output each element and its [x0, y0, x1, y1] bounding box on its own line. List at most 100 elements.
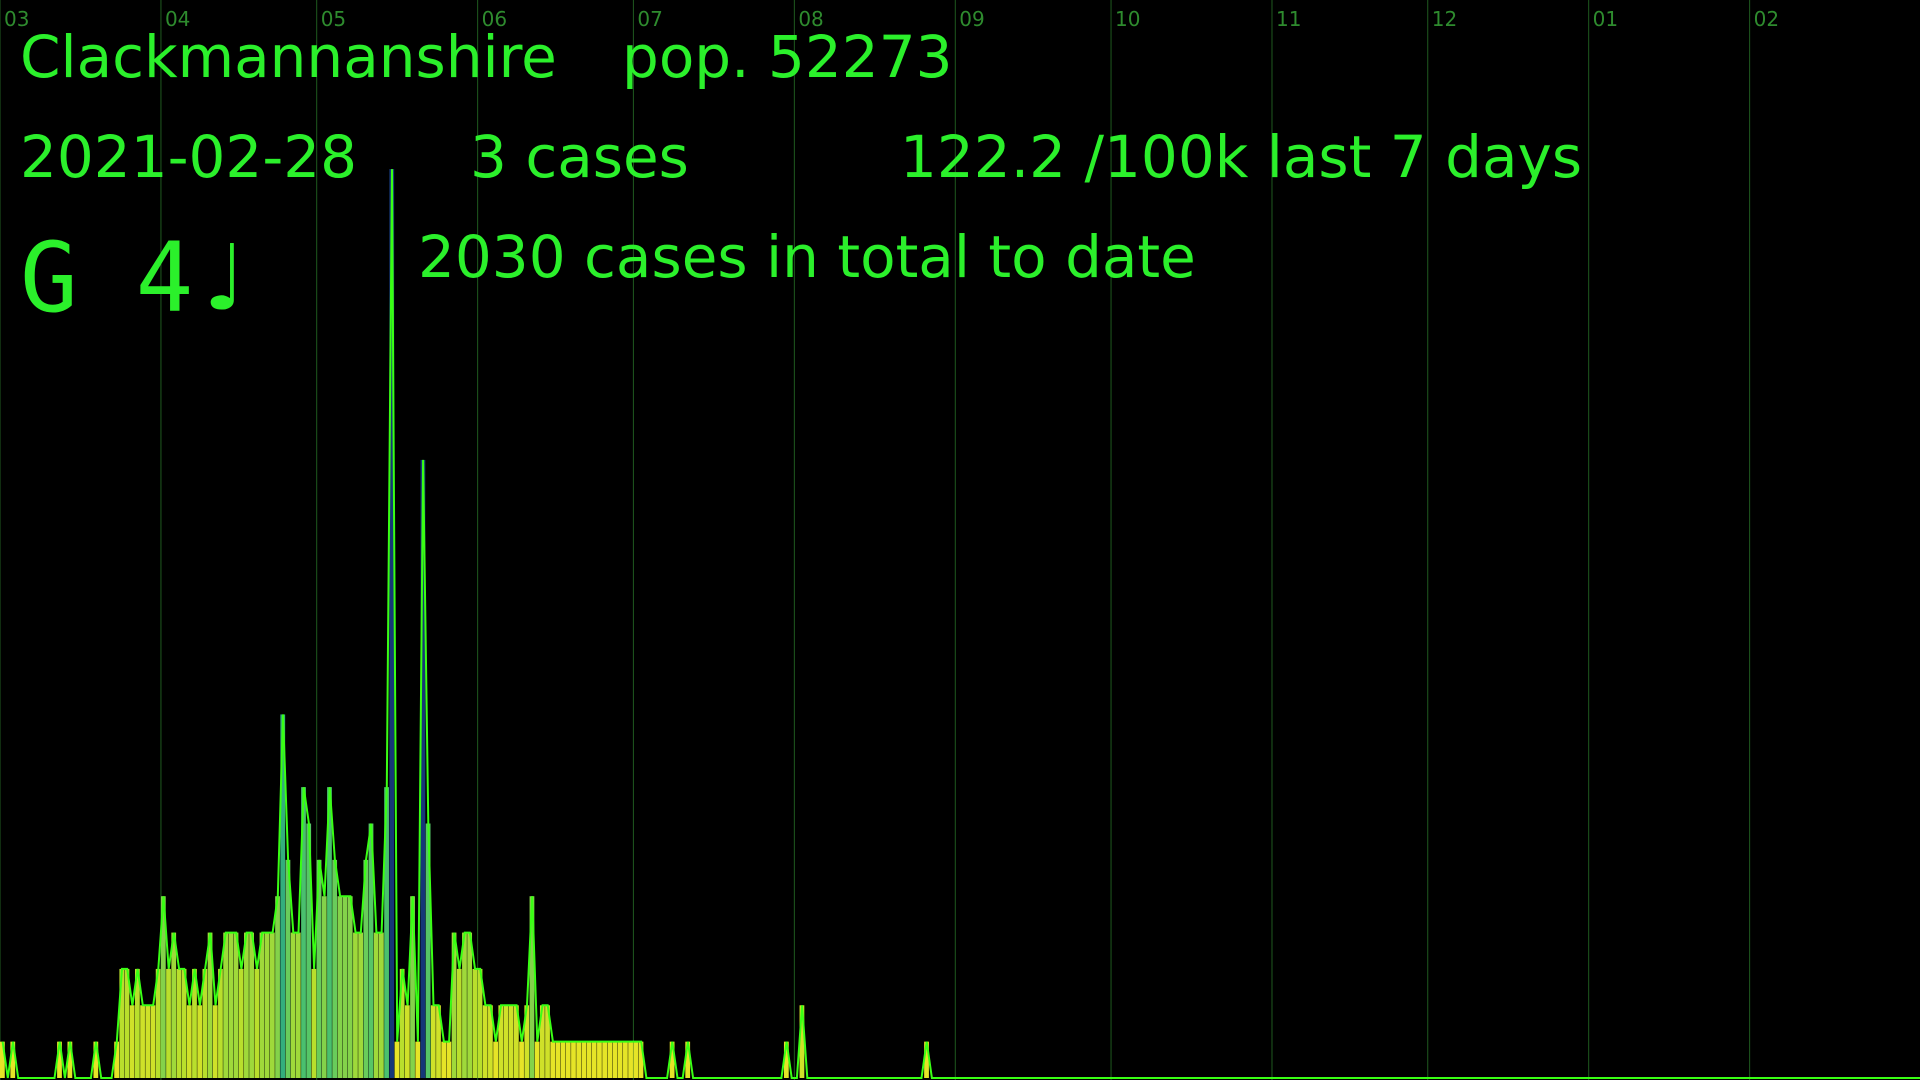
case-bar — [581, 1041, 587, 1078]
month-tick-label: 03 — [4, 7, 29, 31]
case-bar — [197, 1005, 203, 1078]
population-label: pop. 52273 — [622, 23, 953, 91]
month-tick-label: 05 — [321, 7, 346, 31]
case-bar — [482, 1005, 488, 1078]
case-bar — [571, 1041, 576, 1078]
case-bar — [166, 968, 171, 1078]
case-bar — [524, 1005, 530, 1078]
case-bar — [441, 1041, 447, 1078]
case-bar — [384, 787, 389, 1078]
case-bar — [181, 968, 187, 1078]
case-bar — [389, 169, 395, 1079]
case-bar — [269, 932, 275, 1078]
case-bar — [353, 932, 358, 1078]
case-bar — [192, 968, 197, 1078]
case-bar — [244, 932, 249, 1078]
case-bar — [155, 968, 161, 1078]
case-bar — [685, 1041, 691, 1078]
case-bar — [560, 1041, 566, 1078]
case-bar — [150, 1005, 156, 1078]
case-bar — [436, 1005, 441, 1078]
case-bar — [539, 1005, 545, 1078]
case-bar — [498, 1005, 504, 1078]
case-bar — [456, 968, 462, 1078]
case-bar — [404, 1005, 410, 1078]
month-tick-label: 08 — [798, 7, 823, 31]
case-bar — [337, 896, 343, 1078]
case-bar — [249, 932, 254, 1078]
case-bar — [399, 968, 405, 1078]
case-bar — [228, 932, 234, 1078]
month-tick-label: 11 — [1276, 7, 1301, 31]
case-bar — [186, 1005, 192, 1078]
case-bar — [332, 859, 338, 1078]
case-bar — [513, 1005, 519, 1078]
case-bar — [0, 1041, 5, 1078]
case-bar — [207, 932, 213, 1078]
case-bar — [67, 1041, 73, 1078]
case-bar — [134, 968, 140, 1078]
case-bar — [612, 1041, 618, 1078]
weekly-rate: 122.2 /100k last 7 days — [900, 123, 1583, 191]
month-gridlines — [0, 0, 1751, 1080]
case-bar — [633, 1041, 639, 1078]
case-bar — [503, 1005, 509, 1078]
case-bar — [493, 1041, 498, 1078]
case-bar — [140, 1005, 145, 1078]
case-bar — [119, 968, 125, 1078]
case-bar — [202, 968, 208, 1078]
month-tick-label: 06 — [482, 7, 507, 31]
case-bar — [586, 1041, 592, 1078]
case-bar — [597, 1041, 602, 1078]
case-bar — [410, 896, 415, 1078]
case-bar — [368, 823, 374, 1078]
case-bar — [327, 787, 332, 1078]
case-bar — [363, 859, 369, 1078]
month-tick-label: 02 — [1754, 7, 1779, 31]
case-bar — [602, 1041, 608, 1078]
case-bar — [924, 1041, 929, 1078]
case-bar — [591, 1041, 597, 1078]
case-bar — [783, 1041, 789, 1078]
case-bar — [238, 968, 244, 1078]
month-tick-label: 04 — [165, 7, 190, 31]
month-tick-label: 09 — [959, 7, 984, 31]
case-bar — [576, 1041, 582, 1078]
trend-line — [1, 169, 1920, 1079]
case-bar — [373, 932, 379, 1078]
case-bar — [321, 896, 327, 1078]
case-bar — [529, 896, 535, 1078]
month-tick-labels: 03 04 05 06 07 08 09 10 11 12 01 02 — [4, 7, 1779, 31]
case-bar — [617, 1041, 623, 1078]
case-bar — [124, 968, 130, 1078]
case-bar — [607, 1041, 613, 1078]
daily-case-bars — [0, 169, 929, 1079]
case-bar — [285, 859, 291, 1078]
case-bar — [669, 1041, 675, 1078]
month-tick-label: 12 — [1432, 7, 1457, 31]
case-bar — [275, 896, 280, 1078]
case-bar — [628, 1041, 633, 1078]
case-bar — [93, 1041, 99, 1078]
case-bar — [57, 1041, 62, 1078]
case-bar — [420, 459, 426, 1078]
case-bar — [534, 1041, 540, 1078]
region-name: Clackmannanshire — [20, 23, 557, 91]
case-bar — [114, 1041, 119, 1078]
case-bar — [430, 1005, 436, 1078]
case-bar — [550, 1041, 556, 1078]
case-bar — [623, 1041, 628, 1078]
case-bar — [316, 859, 322, 1078]
report-date: 2021-02-28 — [20, 123, 358, 191]
case-bar — [176, 968, 182, 1078]
case-bar — [555, 1041, 561, 1078]
case-bar — [264, 932, 270, 1078]
case-bar — [301, 787, 306, 1078]
case-bar — [425, 823, 431, 1078]
case-bar — [280, 714, 286, 1078]
case-bar — [295, 932, 301, 1078]
case-bar — [446, 1041, 452, 1078]
note-indicator: G 4♩ — [20, 222, 252, 334]
case-bar — [254, 968, 260, 1078]
case-bar — [10, 1041, 16, 1078]
